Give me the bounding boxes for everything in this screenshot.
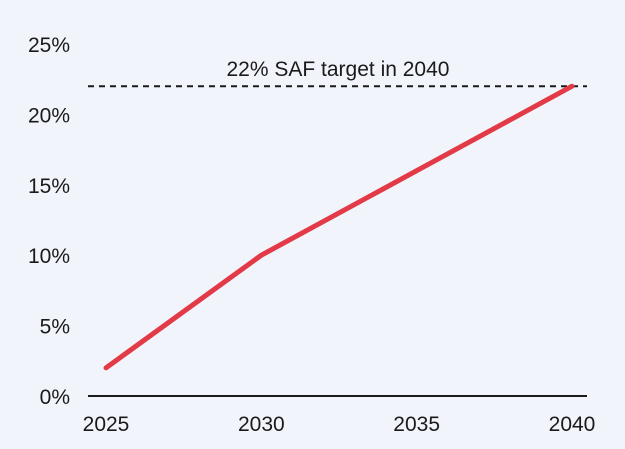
y-tick-label: 0% xyxy=(40,386,70,409)
x-tick-label: 2030 xyxy=(238,413,285,436)
series-layer xyxy=(103,83,575,371)
saf-share-series-line xyxy=(103,83,575,371)
x-tick-label: 2040 xyxy=(549,413,596,436)
x-tick-label: 2025 xyxy=(83,413,130,436)
y-tick-label: 25% xyxy=(28,34,70,57)
x-tick-label: 2035 xyxy=(393,413,440,436)
y-tick-label: 20% xyxy=(28,104,70,127)
y-axis-ticks: 0% 5% 10% 15% 20% 25% xyxy=(28,34,70,409)
y-tick-label: 15% xyxy=(28,175,70,198)
y-tick-label: 10% xyxy=(28,245,70,268)
y-tick-label: 5% xyxy=(40,316,70,339)
x-axis-ticks: 2025 2030 2035 2040 xyxy=(83,413,596,436)
target-annotation-label: 22% SAF target in 2040 xyxy=(227,58,450,81)
